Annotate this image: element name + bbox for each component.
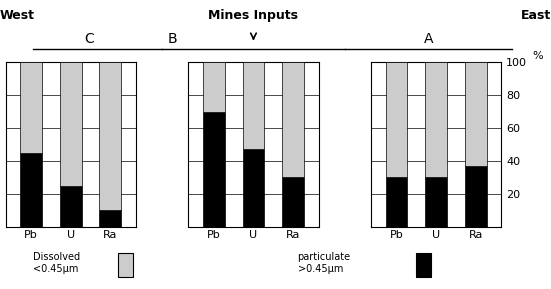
Text: %: % — [533, 51, 543, 61]
Bar — [203, 112, 225, 227]
Text: C: C — [84, 32, 94, 46]
Bar — [282, 177, 304, 227]
Text: Mines Inputs: Mines Inputs — [208, 9, 299, 22]
Text: particulate
>0.45μm: particulate >0.45μm — [298, 252, 350, 274]
Text: Dissolved
<0.45μm: Dissolved <0.45μm — [33, 252, 80, 274]
Bar — [425, 62, 447, 177]
Bar — [282, 62, 304, 177]
Bar — [20, 153, 42, 227]
Bar — [242, 149, 264, 227]
Text: East: East — [521, 9, 551, 22]
Bar — [203, 62, 225, 112]
Bar — [242, 62, 264, 149]
Bar — [99, 210, 121, 227]
Bar — [425, 177, 447, 227]
Text: West: West — [0, 9, 35, 22]
Text: B: B — [168, 32, 177, 46]
Bar — [20, 62, 42, 153]
Bar — [60, 186, 82, 227]
Bar — [465, 166, 487, 227]
Bar — [386, 177, 408, 227]
Text: A: A — [424, 32, 434, 46]
Bar — [60, 62, 82, 186]
Bar — [99, 62, 121, 210]
Bar — [465, 62, 487, 166]
Bar — [386, 62, 408, 177]
